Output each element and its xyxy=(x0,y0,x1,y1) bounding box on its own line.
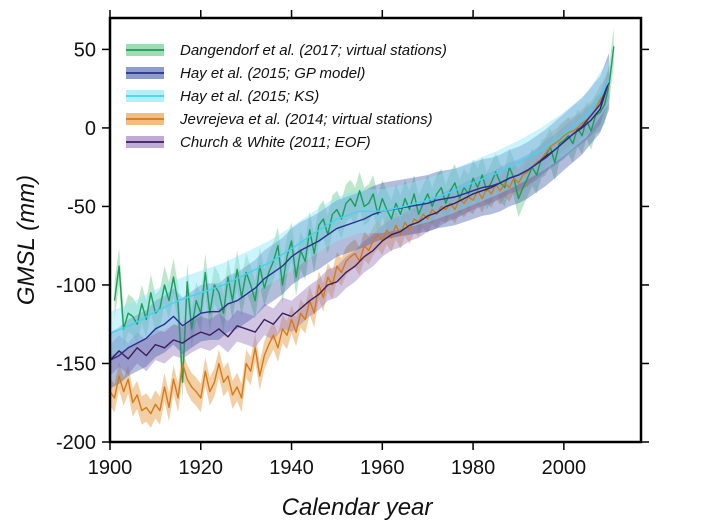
plot-frame xyxy=(108,16,643,444)
legend-label-church-white-2011-eof: Church & White (2011; EOF) xyxy=(180,134,371,151)
legend-label-jevrejeva-et-al-2014-virtual-stations: Jevrejeva et al. (2014; virtual stations… xyxy=(179,111,433,128)
line-hay-et-al-2015-gp-model xyxy=(110,80,610,361)
y-tick-label--150: -150 xyxy=(56,353,96,375)
series-lines xyxy=(110,46,615,415)
band-dangendorf-et-al-2017-virtual-stations xyxy=(114,27,614,402)
x-tick-label-1960: 1960 xyxy=(360,457,405,479)
x-tick-label-2000: 2000 xyxy=(542,457,587,479)
y-tick-label--200: -200 xyxy=(56,432,96,454)
y-tick-label--50: -50 xyxy=(67,196,96,218)
y-tick-label-50: 50 xyxy=(74,39,96,61)
band-jevrejeva-et-al-2014-virtual-stations xyxy=(110,69,610,428)
legend: Dangendorf et al. (2017; virtual station… xyxy=(126,42,447,151)
x-tick-label-1980: 1980 xyxy=(451,457,496,479)
x-tick-label-1900: 1900 xyxy=(88,457,133,479)
y-tick-label-0: 0 xyxy=(85,118,96,140)
x-axis-title: Calendar year xyxy=(282,494,434,521)
legend-label-hay-et-al-2015-ks: Hay et al. (2015; KS) xyxy=(180,88,319,105)
y-tick-label--100: -100 xyxy=(56,275,96,297)
x-tick-label-1920: 1920 xyxy=(179,457,224,479)
legend-label-hay-et-al-2015-gp-model: Hay et al. (2015; GP model) xyxy=(180,65,365,82)
legend-label-dangendorf-et-al-2017-virtual-stations: Dangendorf et al. (2017; virtual station… xyxy=(180,42,447,59)
y-axis-title: GMSL (mm) xyxy=(13,175,40,305)
line-dangendorf-et-al-2017-virtual-stations xyxy=(113,46,615,383)
line-hay-et-al-2015-ks xyxy=(110,80,610,335)
axis-ticks: 1900 1920 1940 1960 1980 2000 50 0 -50 -100 -150 -2… xyxy=(56,10,649,479)
x-tick-label-1940: 1940 xyxy=(269,457,314,479)
band-church-white-2011-eof xyxy=(110,65,610,376)
